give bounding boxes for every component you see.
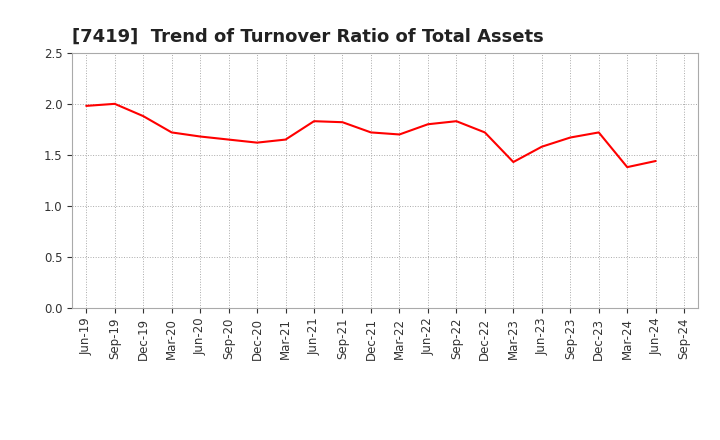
Text: [7419]  Trend of Turnover Ratio of Total Assets: [7419] Trend of Turnover Ratio of Total … [72, 28, 544, 46]
